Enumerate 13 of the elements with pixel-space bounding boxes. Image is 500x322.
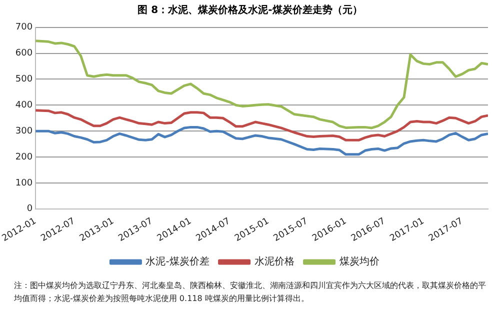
legend-label: 水泥-煤炭价差 [146, 256, 210, 268]
y-tick-label: 100 [15, 178, 33, 188]
y-tick-label: 400 [15, 100, 33, 111]
y-tick-label: 300 [15, 126, 33, 136]
y-tick-label: 500 [15, 74, 33, 85]
legend-label: 水泥价格 [254, 256, 294, 268]
y-tick-label: 700 [15, 22, 33, 33]
text: 注：图中煤炭均价为选取辽宁丹东、河北秦皇岛、陕西榆林、安徽淮北、湖南涟源和四川宜宾作为六大区域的代表，取其煤炭价格的平均值而得；水泥-煤炭价差为按照每吨水泥使用 0.118 吨煤炭的用量比例计算得出。 [13, 280, 487, 305]
y-tick-label: 0 [26, 204, 33, 214]
y-tick-label: 600 [15, 48, 33, 59]
chart-title: 图 8：水泥、煤炭价格及水泥-煤炭价差走势（元） [136, 4, 364, 18]
y-tick-label: 200 [15, 152, 33, 162]
legend-label: 煤炭均价 [339, 256, 380, 268]
